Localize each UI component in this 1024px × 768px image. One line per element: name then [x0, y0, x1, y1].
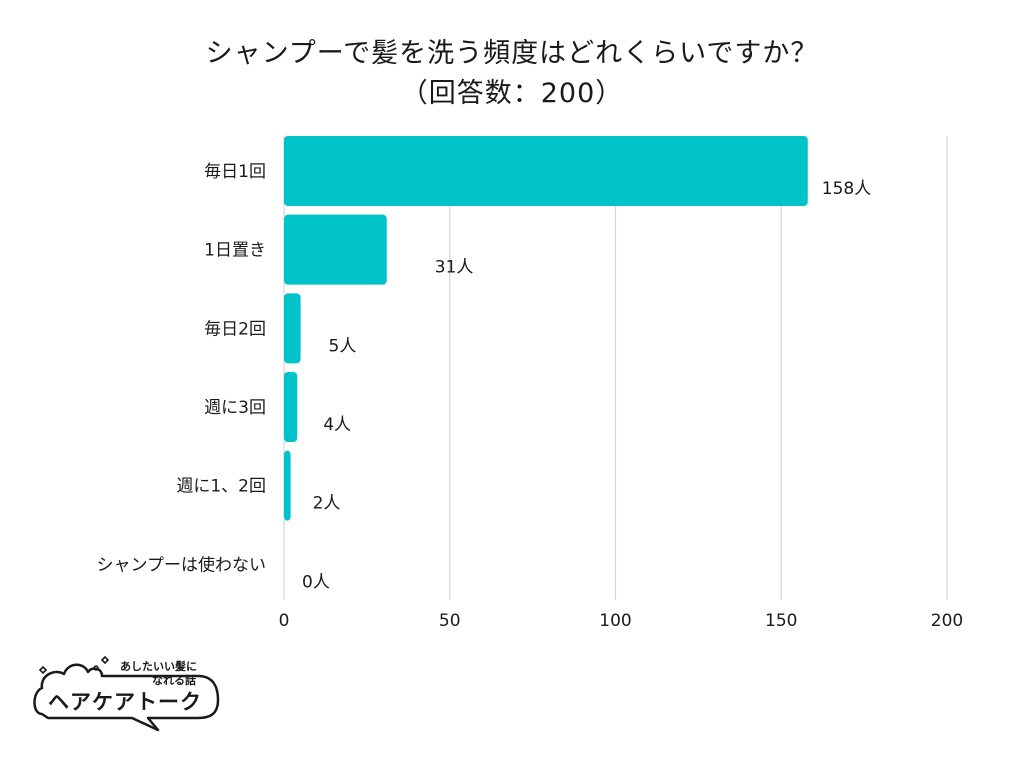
- value-label: 0人: [302, 572, 330, 592]
- tick-labels: 0 50 100 150 200: [279, 611, 964, 631]
- category-label: シャンプーは使わない: [97, 554, 267, 575]
- chart-title-block: シャンプーで髪を洗う頻度はどれくらいですか？ （回答数：200）: [0, 34, 1024, 114]
- chart-subtitle: （回答数：200）: [400, 78, 624, 109]
- bar: [284, 293, 301, 364]
- brand-logo: あしたいい髪に なれる話 ヘアケアトーク: [28, 648, 228, 732]
- bar: [284, 450, 291, 521]
- tick-label: 50: [439, 611, 461, 631]
- value-label: 2人: [313, 494, 341, 514]
- logo-name: ヘアケアトーク: [48, 690, 202, 714]
- category-label: 週に1、2回: [176, 477, 266, 497]
- logo-tagline-2: なれる話: [152, 674, 196, 687]
- bar: [284, 136, 808, 206]
- category-label: 毎日2回: [204, 319, 266, 339]
- category-label: 週に3回: [204, 398, 266, 418]
- category-label: 毎日1回: [204, 162, 266, 182]
- tick-label: 150: [765, 611, 797, 631]
- chart-title: シャンプーで髪を洗う頻度はどれくらいですか？: [205, 38, 819, 69]
- logo-tagline-1: あしたいい髪に: [120, 660, 197, 673]
- logo-bubble-icon: [33, 655, 220, 732]
- tick-label: 100: [599, 611, 631, 631]
- bar: [284, 214, 387, 285]
- value-label: 31人: [435, 258, 474, 278]
- value-label: 4人: [323, 415, 351, 435]
- grid-lines: [283, 136, 948, 600]
- value-label: 158人: [822, 179, 871, 199]
- tick-label: 0: [279, 611, 290, 631]
- value-labels: 158人 31人 5人 4人 2人 0人: [302, 179, 871, 592]
- value-label: 5人: [329, 336, 357, 356]
- bars: [284, 136, 808, 521]
- tick-label: 200: [931, 611, 963, 631]
- category-label: 1日置き: [204, 241, 266, 261]
- bar: [284, 372, 298, 442]
